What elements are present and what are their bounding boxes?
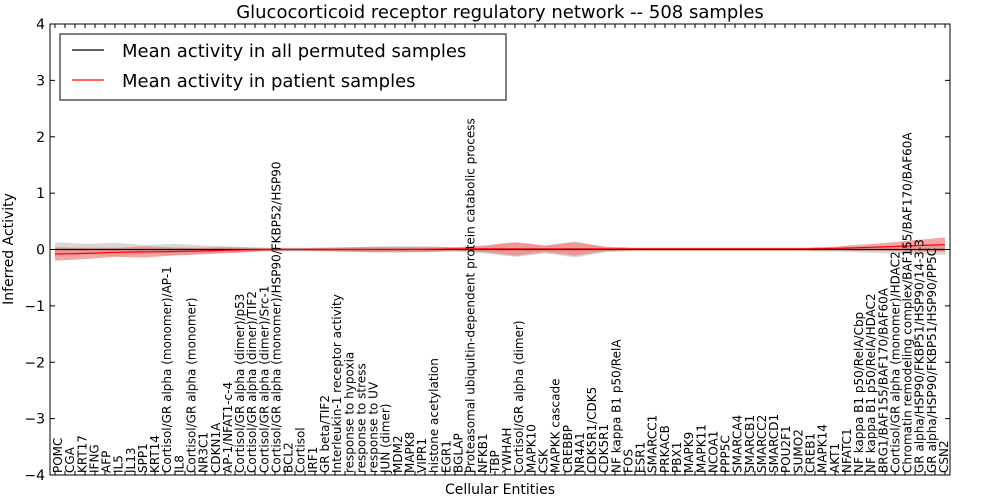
y-axis-label: Inferred Activity — [1, 193, 17, 305]
legend-label-patient: Mean activity in patient samples — [122, 71, 416, 92]
x-tick-label: NFATC1 — [840, 428, 854, 473]
x-tick-label: KRT17 — [75, 435, 89, 473]
x-tick-label: AFP — [100, 451, 114, 473]
x-tick-label: Cortisol/GR alpha (monomer)/HDAC2 — [889, 251, 903, 473]
x-tick-label: YWHAH — [500, 428, 514, 474]
x-tick-label: BCL2 — [282, 442, 296, 473]
plot-frame — [49, 23, 951, 476]
x-tick-label: PBX1 — [670, 442, 684, 473]
x-tick-label: CGA — [63, 446, 77, 473]
x-tick-label: ESR1 — [634, 442, 648, 473]
x-tick-label: FOS — [621, 449, 635, 473]
x-tick-label: NFKB1 — [476, 433, 490, 473]
series-lines — [50, 244, 950, 255]
x-tick-label: POMC — [51, 438, 65, 473]
x-tick-label: CREBBP — [561, 425, 575, 473]
y-tick-label: 3 — [36, 73, 45, 89]
x-tick-label: SMARCC1 — [646, 415, 660, 473]
x-tick-label: NR3C1 — [197, 432, 211, 473]
x-tick-label: SMARCA4 — [731, 415, 745, 473]
y-tick-label: −3 — [24, 412, 45, 428]
x-tick-label: MDM2 — [391, 435, 405, 473]
x-tick-label: CREB1 — [804, 433, 818, 473]
x-tick-label: NF kappa B1 p50/RelA — [609, 339, 623, 473]
x-tick-label: Cortisol — [294, 427, 308, 473]
x-tick-label: CDK5R1 — [597, 424, 611, 473]
x-tick-label: MAPK10 — [524, 424, 538, 473]
x-tick-label: VIPR1 — [415, 438, 429, 473]
x-tick-label: Cortisol/GR alpha (dimer)/TIF2 — [245, 291, 259, 473]
x-tick-label: Proteasomal ubiquitin-dependent protein … — [464, 118, 478, 473]
y-tick-label: 4 — [36, 17, 45, 33]
x-tick-label: MAPK9 — [682, 432, 696, 473]
x-tick-label: IL8 — [172, 455, 186, 473]
x-tick-label: POU2F1 — [779, 425, 793, 473]
x-tick-label: response to stress — [354, 363, 368, 473]
x-tick-label: CSN2 — [937, 440, 951, 473]
x-tick-label: Cortisol/GR alpha (monomer)/HSP90/FKBP52… — [270, 162, 284, 473]
x-tick-label: CSK — [537, 448, 551, 473]
legend-label-permuted: Mean activity in all permuted samples — [122, 41, 466, 62]
chart-title: Glucocorticoid receptor regulatory netwo… — [236, 2, 764, 23]
x-tick-label: GR alpha/HSP90/FKBP51/HSP90/PP5C — [925, 248, 939, 473]
x-tick-label: CDKN1A — [209, 422, 223, 473]
x-tick-label: BGLAP — [452, 433, 466, 473]
legend-box — [59, 33, 507, 101]
x-tick-label: SMARCC2 — [755, 415, 769, 473]
x-tick-label: PRKACB — [658, 425, 672, 473]
x-tick-label: IL5 — [112, 455, 126, 473]
x-tick-label: Chromatin remodeling complex/BAF155/BAF1… — [901, 132, 915, 473]
x-tick-label: KRT14 — [148, 435, 162, 473]
x-tick-label: MAPKK cascade — [549, 378, 563, 473]
y-tick-label: −4 — [24, 468, 45, 484]
x-tick-label: EGR1 — [439, 440, 453, 473]
x-tick-label: AKT1 — [828, 443, 842, 473]
x-tick-label: Interleukin-1 receptor activity — [330, 294, 344, 473]
x-tick-label: BRG1/BAF155/BAF170/BAF60A — [876, 287, 890, 473]
x-axis-ticks: POMCCGAKRT17IFNGAFPIL5IL13SPP1KRT14Corti… — [51, 24, 951, 475]
x-tick-label: TBP — [488, 450, 502, 474]
x-tick-label: IL13 — [124, 448, 138, 474]
x-tick-label: IFNG — [87, 444, 101, 473]
x-tick-label: GR alpha/HSP90/FKBP51/HSP90/14-3-3 — [913, 239, 927, 473]
x-tick-label: GR beta/TIF2 — [318, 395, 332, 473]
x-tick-label: CDK5R1/CDK5 — [585, 387, 599, 473]
x-tick-label: PPP5C — [719, 435, 733, 473]
y-tick-label: −1 — [24, 299, 45, 315]
x-tick-label: SMARCD1 — [767, 414, 781, 473]
x-tick-label: IRF1 — [306, 447, 320, 473]
x-tick-label: Cortisol/GR alpha (monomer) — [185, 297, 199, 473]
x-tick-label: SUMO2 — [791, 429, 805, 473]
x-tick-label: MAPK8 — [403, 432, 417, 473]
x-tick-label: Cortisol/GR alpha (dimer) — [512, 320, 526, 473]
x-tick-label: NF kappa B1 p50/RelA/Cbp — [852, 312, 866, 473]
y-tick-label: −2 — [24, 355, 45, 371]
x-tick-label: Cortisol/GR alpha (dimer)/p53 — [233, 294, 247, 473]
y-tick-label: 2 — [36, 130, 45, 146]
x-tick-label: SPP1 — [136, 443, 150, 473]
x-tick-label: MAPK14 — [816, 424, 830, 473]
x-tick-label: SMARCB1 — [743, 415, 757, 473]
x-tick-label: NCOA1 — [706, 431, 720, 473]
y-tick-label: 1 — [36, 186, 45, 202]
x-tick-label: AP-1/NFAT1-c-4 — [221, 382, 235, 473]
x-axis-label: Cellular Entities — [445, 482, 555, 498]
x-tick-label: JUN (dimer) — [379, 404, 393, 474]
x-tick-label: response to hypoxia — [342, 352, 356, 473]
series-line-patient — [54, 244, 946, 255]
legend: Mean activity in all permuted samples Me… — [59, 33, 507, 101]
x-tick-label: response to UV — [367, 381, 381, 473]
x-tick-label: Cortisol/GR alpha (monomer)/AP-1 — [160, 266, 174, 473]
x-tick-label: MAPK11 — [694, 424, 708, 473]
x-tick-label: NR4A1 — [573, 432, 587, 473]
x-tick-label: NF kappa B1 p50/RelA/HDAC2 — [864, 293, 878, 473]
x-tick-label: Cortisol/GR alpha (dimer)/Src-1 — [257, 286, 271, 473]
y-tick-label: 0 — [36, 243, 45, 259]
x-tick-label: histone acetylation — [427, 358, 441, 473]
